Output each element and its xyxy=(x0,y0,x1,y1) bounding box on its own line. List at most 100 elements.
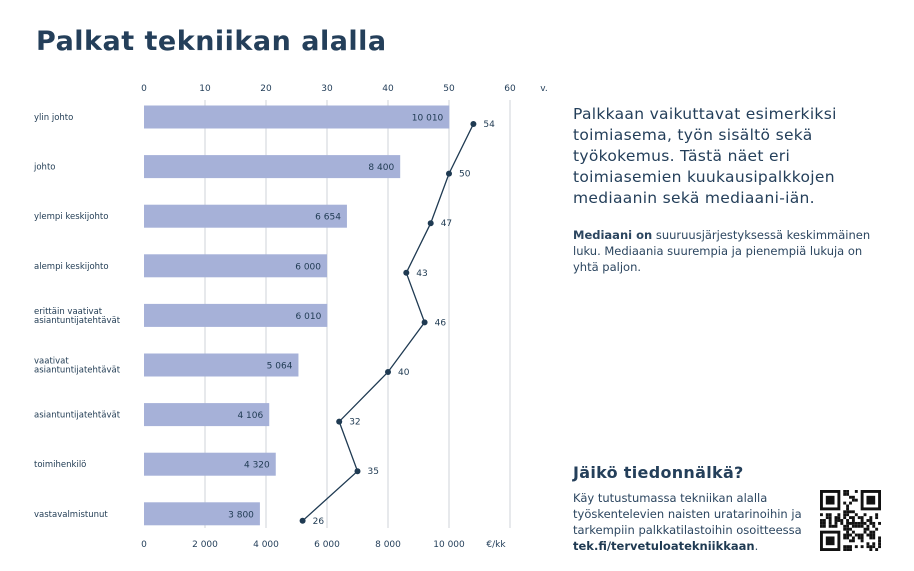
qr-module xyxy=(822,524,826,528)
qr-module xyxy=(875,527,879,531)
qr-module xyxy=(872,530,876,534)
qr-code-icon[interactable] xyxy=(820,490,881,551)
footer-panel: Jäikö tiedonnälkä? Käy tutustumassa tekn… xyxy=(573,463,818,554)
qr-module xyxy=(820,513,823,517)
qr-module xyxy=(843,513,847,517)
qr-module xyxy=(866,495,876,505)
qr-module xyxy=(878,539,881,543)
median-note-bold: Mediaani on xyxy=(573,228,653,242)
tek-link[interactable]: tek.fi/tervetuloatekniikkaan xyxy=(573,539,755,553)
qr-module xyxy=(851,521,855,525)
qr-module xyxy=(872,533,876,537)
qr-module xyxy=(849,521,852,525)
salary-label: 6 000 xyxy=(295,262,321,272)
qr-module xyxy=(825,495,835,505)
bottom-tick-label: 6 000 xyxy=(314,540,340,550)
footer-period: . xyxy=(754,539,759,553)
salary-bar xyxy=(144,353,299,377)
age-point xyxy=(427,220,434,227)
qr-module xyxy=(860,539,864,543)
qr-module xyxy=(857,524,861,528)
salary-bar xyxy=(144,254,327,278)
qr-module xyxy=(822,519,826,522)
qr-module xyxy=(869,545,873,549)
qr-module xyxy=(843,501,847,505)
qr-module xyxy=(846,519,850,522)
top-tick-label: 10 xyxy=(199,84,211,94)
qr-module xyxy=(863,527,867,531)
qr-module xyxy=(854,521,858,525)
qr-module xyxy=(825,513,829,517)
qr-module xyxy=(846,513,850,517)
qr-module xyxy=(834,524,838,528)
qr-module xyxy=(837,513,841,517)
top-tick-label: 20 xyxy=(260,84,272,94)
qr-module xyxy=(846,536,850,540)
qr-module xyxy=(863,513,867,517)
qr-module xyxy=(854,524,858,528)
qr-module xyxy=(849,527,852,531)
qr-module xyxy=(875,548,879,551)
page-title: Palkat tekniikan alalla xyxy=(36,26,387,57)
bottom-tick-label: 8 000 xyxy=(375,540,401,550)
qr-module xyxy=(869,533,873,537)
qr-module xyxy=(846,492,850,496)
qr-module xyxy=(857,516,861,520)
qr-module xyxy=(854,490,858,493)
qr-module xyxy=(869,548,873,551)
qr-module xyxy=(820,521,823,525)
qr-module xyxy=(860,519,864,522)
qr-module xyxy=(846,527,850,531)
age-point xyxy=(385,369,391,375)
salary-label: 8 400 xyxy=(368,163,394,173)
qr-module xyxy=(834,519,838,522)
top-tick-label: 40 xyxy=(382,84,394,94)
qr-module xyxy=(860,516,864,520)
qr-module xyxy=(860,536,864,540)
qr-module xyxy=(875,513,879,517)
salary-label: 6 010 xyxy=(296,312,322,322)
qr-module xyxy=(834,516,838,520)
qr-module xyxy=(820,519,823,522)
intro-text: Palkkaan vaikuttavat esimerkiksi toimias… xyxy=(573,105,837,207)
salary-label: 6 654 xyxy=(315,213,341,223)
qr-module xyxy=(843,545,847,549)
median-note-text: suuruusjärjestyksessä keskimmäinen luku.… xyxy=(573,228,871,274)
qr-module xyxy=(849,533,852,537)
qr-module xyxy=(825,536,835,546)
salary-bar xyxy=(144,502,260,526)
category-label: ylin johto xyxy=(34,113,73,123)
age-label: 54 xyxy=(483,120,495,130)
qr-module xyxy=(846,490,850,493)
qr-module xyxy=(869,536,873,540)
bottom-tick-label: 4 000 xyxy=(253,540,279,550)
qr-module xyxy=(866,545,870,549)
category-label: johto xyxy=(33,163,55,173)
qr-module xyxy=(846,504,850,508)
category-label: asiantuntijatehtävät xyxy=(34,316,121,326)
qr-module xyxy=(822,521,826,525)
category-label: vastavalmistunut xyxy=(34,510,108,520)
top-axis-unit: v. xyxy=(540,84,548,94)
salary-bar xyxy=(144,204,347,228)
qr-module xyxy=(872,545,876,549)
qr-module xyxy=(875,516,879,520)
footer-text: Käy tutustumassa tekniikan alalla työske… xyxy=(573,490,818,554)
qr-module xyxy=(843,510,847,514)
qr-module xyxy=(851,510,855,514)
category-label: asiantuntijatehtävät xyxy=(34,411,121,421)
category-label: alempi keskijohto xyxy=(34,262,109,272)
qr-module xyxy=(840,519,844,522)
qr-module xyxy=(846,510,850,514)
category-label: toimihenkilö xyxy=(34,460,86,470)
salary-bar xyxy=(144,452,276,476)
top-tick-label: 50 xyxy=(443,84,455,94)
age-point xyxy=(299,517,306,524)
qr-module xyxy=(866,542,870,546)
age-label: 50 xyxy=(459,170,471,180)
qr-module xyxy=(872,542,876,546)
qr-module xyxy=(860,545,864,549)
qr-module xyxy=(846,530,850,534)
salary-label: 10 010 xyxy=(412,114,444,124)
